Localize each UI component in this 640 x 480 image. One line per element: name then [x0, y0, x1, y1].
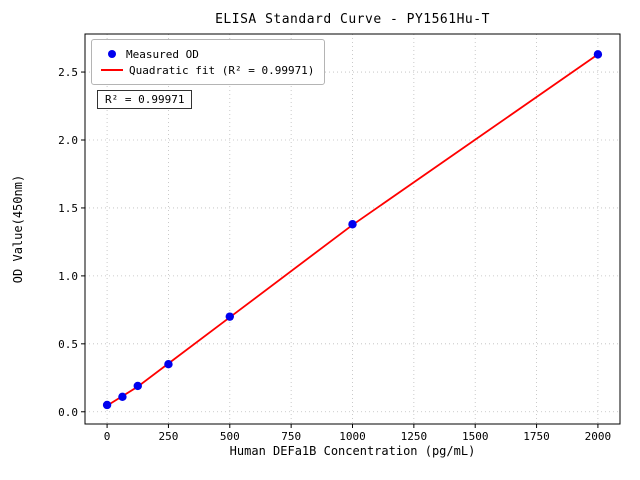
scatter-marker-icon: [108, 50, 116, 58]
x-tick-label: 1000: [339, 430, 366, 443]
y-tick-label: 2.0: [58, 134, 78, 147]
legend: Measured OD Quadratic fit (R² = 0.99971): [91, 39, 326, 85]
y-tick-label: 1.0: [58, 270, 78, 283]
measured-od-point: [348, 220, 357, 229]
plot-frame: [84, 33, 621, 425]
legend-entry-measured-od: Measured OD: [100, 46, 314, 62]
x-tick-label: 500: [220, 430, 240, 443]
measured-od-point: [225, 312, 234, 321]
y-tick-label: 2.5: [58, 66, 78, 79]
x-tick-label: 1750: [523, 430, 550, 443]
y-tick-label: 1.5: [58, 202, 78, 215]
x-axis-label: Human DEFa1B Concentration (pg/mL): [229, 444, 476, 458]
x-tick-label: 1250: [401, 430, 428, 443]
y-tick-label: 0.0: [58, 406, 78, 419]
y-tick-label: 0.5: [58, 338, 78, 351]
measured-od-point: [118, 392, 127, 402]
x-tick-label: 0: [104, 430, 111, 443]
x-tick-label: 1500: [462, 430, 489, 443]
x-tick-label: 250: [159, 430, 179, 443]
legend-entry-quadratic-fit: Quadratic fit (R² = 0.99971): [100, 62, 314, 78]
measured-od-point: [593, 50, 603, 59]
r-squared-annotation: R² = 0.99971: [97, 90, 193, 109]
chart-title: ELISA Standard Curve - PY1561Hu-T: [215, 12, 490, 27]
line-marker-icon: [101, 69, 123, 71]
measured-od-point: [133, 381, 142, 391]
x-tick-label: 2000: [585, 430, 612, 443]
measured-od-point: [102, 400, 112, 410]
y-axis-label: OD Value(450nm): [11, 174, 25, 284]
legend-label-measured-od: Measured OD: [126, 47, 199, 61]
x-tick-label: 750: [281, 430, 301, 443]
legend-label-quadratic-fit: Quadratic fit (R² = 0.99971): [129, 63, 315, 77]
measured-od-point: [164, 360, 173, 369]
